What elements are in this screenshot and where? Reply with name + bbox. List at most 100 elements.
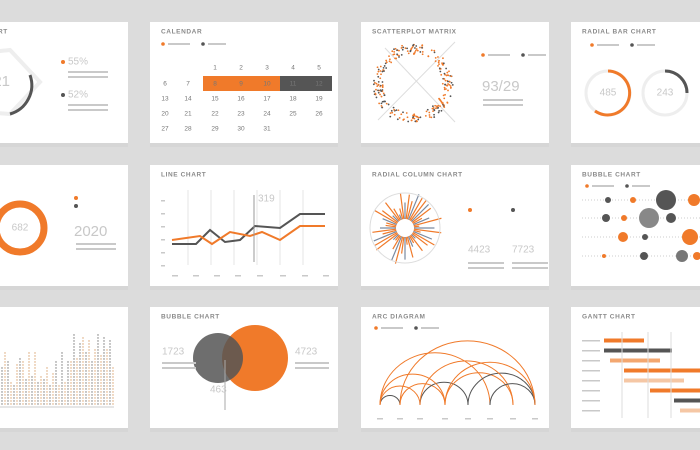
card-title: GANTT CHART <box>582 314 636 321</box>
dot-bar <box>103 367 105 369</box>
radial-column <box>411 233 428 246</box>
radial-column <box>413 217 430 226</box>
dot-bar <box>25 397 27 399</box>
dot-bar <box>52 391 54 393</box>
dot-bar <box>85 361 87 363</box>
scatter-dot <box>385 59 388 62</box>
radial-column <box>374 209 398 225</box>
dot-bar <box>88 397 90 399</box>
scatter-dot <box>450 86 452 89</box>
scatter-dot <box>428 114 431 116</box>
dot-bar <box>34 388 36 390</box>
dot-bar <box>97 394 99 396</box>
text-bar <box>68 104 108 106</box>
bubble <box>676 250 688 262</box>
label: 6 <box>163 81 167 88</box>
dot-bar <box>61 355 63 357</box>
scatter-dot <box>406 116 409 119</box>
dot-bar <box>55 376 57 378</box>
dot-bar <box>46 373 48 375</box>
card-title: BUBBLE CHART <box>161 314 220 321</box>
dot-bar <box>97 397 99 399</box>
card-title: BUBBLE CHART <box>582 172 641 179</box>
legend-bar <box>592 185 614 187</box>
dot-bar <box>94 376 96 378</box>
bubble <box>666 213 676 223</box>
dot-bar <box>58 394 60 396</box>
dot-bar <box>88 352 90 354</box>
x-bar <box>280 275 286 277</box>
dot-bar <box>100 361 102 363</box>
dot-bar <box>112 376 114 378</box>
dot-bar <box>40 397 42 399</box>
dot-bar <box>88 379 90 381</box>
dot-bar <box>82 373 84 375</box>
dot-bar <box>61 403 63 405</box>
dot-bar <box>43 388 45 390</box>
scatter-dot <box>383 65 386 67</box>
dot-bar <box>25 403 27 405</box>
radial-column <box>381 210 399 223</box>
dot-bar <box>34 352 36 354</box>
dot-bar <box>97 346 99 348</box>
dot-bar <box>91 385 93 387</box>
scatter-dot <box>437 61 440 64</box>
dot-bar <box>70 382 72 384</box>
dot-bar <box>22 400 24 402</box>
dot-bar <box>100 400 102 402</box>
dot-bar <box>4 358 6 360</box>
dot-bar <box>94 370 96 372</box>
legend-bar <box>528 54 546 56</box>
dot-bar <box>88 340 90 342</box>
scatter-dot <box>438 63 440 66</box>
dot-bar <box>67 391 69 393</box>
dot-bar <box>67 388 69 390</box>
dot-bar <box>10 385 12 387</box>
dot-bar <box>55 367 57 369</box>
radial-column <box>406 201 413 220</box>
gantt-bar <box>650 388 700 393</box>
dot-bar <box>64 403 66 405</box>
dot-bar <box>73 379 75 381</box>
dot-bar <box>7 400 9 402</box>
line-series <box>171 225 325 246</box>
dot-bar <box>112 385 114 387</box>
text-bar <box>512 267 548 269</box>
dot-bar <box>4 403 6 405</box>
dot-bar <box>103 358 105 360</box>
dot-bar <box>112 373 114 375</box>
dot-bar <box>100 403 102 405</box>
scatter-dot <box>433 108 435 111</box>
dot-bar <box>73 358 75 360</box>
scatter-dot <box>419 116 422 119</box>
bubble <box>642 234 648 240</box>
dot-bar <box>79 361 81 363</box>
dot-bar <box>79 364 81 366</box>
scatter-dot <box>416 49 419 52</box>
scatter-dot <box>441 62 443 65</box>
node-bar <box>465 418 471 420</box>
dot-bar <box>97 343 99 345</box>
dot-bar <box>19 358 21 360</box>
label: 4 <box>291 65 295 72</box>
dot-bar <box>40 385 42 387</box>
radial-column <box>392 235 402 250</box>
dot-bar <box>109 355 111 357</box>
dot-bar <box>88 382 90 384</box>
label: 13 <box>161 96 169 103</box>
text-bar <box>512 262 548 264</box>
dot-bar <box>16 373 18 375</box>
scatter-dot <box>410 119 413 122</box>
scatter-dot <box>441 82 444 85</box>
dot-bar <box>16 379 18 381</box>
dot-bar <box>19 388 21 390</box>
dot-bar <box>46 397 48 399</box>
label: 21 <box>0 73 10 90</box>
label: 4423 <box>468 245 491 256</box>
dot-bar <box>49 385 51 387</box>
dot-bar <box>34 376 36 378</box>
card-title: RT <box>0 29 8 36</box>
radial-column <box>374 231 398 246</box>
dot-bar <box>88 346 90 348</box>
dot-bar <box>103 364 105 366</box>
